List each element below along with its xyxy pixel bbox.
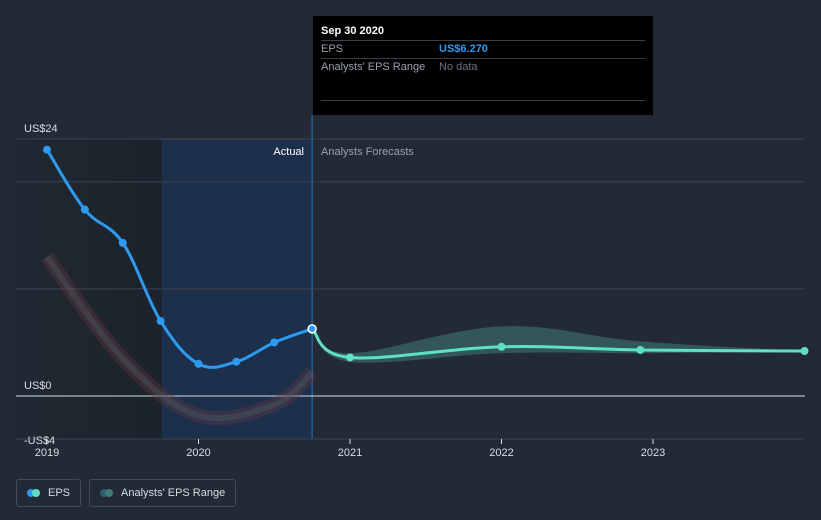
legend-eps-label: EPS xyxy=(48,487,71,499)
eps-legend-icon xyxy=(27,489,40,497)
legend-range-button[interactable]: Analysts' EPS Range xyxy=(89,479,237,507)
forecast-point xyxy=(346,353,354,362)
series-points xyxy=(43,145,809,368)
eps-point xyxy=(118,238,127,247)
forecast-point xyxy=(636,345,645,354)
forecast-range-area xyxy=(312,326,805,363)
tooltip-date: Sep 30 2020 xyxy=(321,25,384,37)
x-tick-label: 2023 xyxy=(641,447,665,459)
eps-point xyxy=(270,338,279,347)
eps-point xyxy=(80,205,89,214)
tooltip-eps-value: US$6.270 xyxy=(439,43,488,55)
eps-point xyxy=(156,317,165,326)
tooltip-divider xyxy=(321,100,645,101)
legend: EPS Analysts' EPS Range xyxy=(16,479,237,507)
past-range-negative xyxy=(41,252,318,426)
gridlines xyxy=(16,138,805,440)
y-tick-label: US$0 xyxy=(24,380,52,392)
x-tick-label: 2020 xyxy=(186,447,210,459)
eps-point xyxy=(43,145,51,154)
x-tick-label: 2019 xyxy=(35,447,59,459)
legend-eps-button[interactable]: EPS xyxy=(16,479,82,507)
range-areas xyxy=(41,252,805,426)
eps-point xyxy=(232,357,241,366)
eps-point xyxy=(307,324,317,334)
eps-point xyxy=(194,359,203,368)
past-range-band xyxy=(44,255,315,422)
y-tick-label: -US$4 xyxy=(24,435,55,447)
actual-label: Actual xyxy=(273,146,304,158)
x-tick-label: 2022 xyxy=(489,447,513,459)
forecast-point xyxy=(497,342,506,351)
forecast-label: Analysts Forecasts xyxy=(321,146,414,158)
legend-range-label: Analysts' EPS Range xyxy=(121,487,226,499)
tooltip-eps-row: EPS US$6.270 xyxy=(321,40,645,58)
tooltip-eps-label: EPS xyxy=(321,43,344,55)
tooltip-range-row: Analysts' EPS Range No data xyxy=(321,58,645,76)
forecast-point xyxy=(800,347,809,356)
y-tick-label: US$24 xyxy=(24,123,58,135)
range-legend-icon xyxy=(100,489,114,497)
tooltip: Sep 30 2020 EPS US$6.270 Analysts' EPS R… xyxy=(313,16,653,115)
tooltip-range-label: Analysts' EPS Range xyxy=(321,61,426,73)
x-tick-label: 2021 xyxy=(338,447,362,459)
tooltip-range-value: No data xyxy=(439,61,478,73)
